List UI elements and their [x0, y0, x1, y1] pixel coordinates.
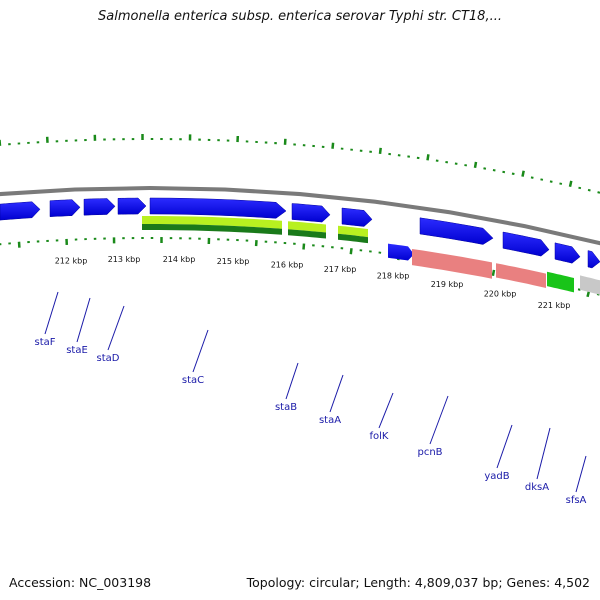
gene-label: staF: [34, 337, 55, 348]
gc-dark-band: [288, 229, 326, 239]
gc-tick: [597, 191, 600, 194]
gene-leader-line: [329, 374, 344, 413]
gene-leader-line: [285, 362, 299, 400]
scale-label: 212 kbp: [55, 257, 88, 266]
gene-leader-line: [107, 305, 125, 351]
green-feature: [547, 271, 574, 293]
gene-leader-line: [76, 297, 91, 343]
gc-tick: [378, 147, 382, 155]
scale-tick: [491, 269, 496, 277]
cds-arrow: [554, 242, 581, 264]
gene-leader-line: [575, 455, 587, 493]
cds-arrow: [149, 197, 287, 219]
scale-label: 216 kbp: [271, 260, 304, 269]
scale-tick: [586, 290, 591, 298]
scale-label: 215 kbp: [217, 257, 250, 266]
gene-leader-line: [44, 291, 59, 335]
gene-label: staC: [182, 375, 204, 386]
gene-leader-line: [536, 427, 551, 480]
cds-arrow: [341, 207, 373, 227]
accession-label: Accession: NC_003198: [9, 575, 152, 590]
gc-light-band: [142, 216, 282, 229]
genome-summary: Topology: circular; Length: 4,809,037 bp…: [246, 575, 590, 590]
gc-light-band: [338, 225, 368, 238]
cds-arrow: [388, 243, 414, 261]
cds-arrow: [502, 231, 550, 257]
gene-leader-line: [192, 329, 209, 373]
gene-leader-line: [429, 395, 449, 445]
gene-label: staA: [319, 415, 341, 426]
cds-arrow: [587, 250, 600, 269]
scale-label: 221 kbp: [538, 301, 571, 310]
scale-tick: [349, 248, 353, 255]
cds-arrow: [0, 201, 41, 221]
scale-tick: [577, 288, 581, 291]
scale-label: 219 kbp: [431, 280, 464, 289]
gene-label: staB: [275, 402, 297, 413]
scale-tick: [302, 243, 306, 250]
gc-tick: [521, 170, 525, 177]
gc-light-band: [288, 221, 326, 233]
gc-tick: [587, 188, 591, 192]
gc-dark-band: [142, 224, 282, 235]
gc-tick: [426, 154, 430, 161]
backbone-arc: [0, 186, 600, 246]
feature-track: [0, 197, 600, 295]
gc-tick: [568, 180, 573, 188]
gene-label: pcnB: [417, 447, 442, 458]
gene-label: staE: [66, 345, 88, 356]
gene-label: yadB: [484, 471, 509, 482]
cds-arrow: [83, 198, 116, 216]
cds-arrow: [49, 199, 81, 217]
gene-label: dksA: [525, 482, 549, 493]
cds-arrow: [419, 217, 494, 245]
gc-tick: [473, 161, 478, 169]
gc-dark-band: [338, 233, 368, 244]
scale-label: 214 kbp: [163, 255, 196, 264]
pink-feature: [412, 249, 492, 279]
gene-label: folK: [370, 431, 389, 442]
backbone-ring: [0, 186, 600, 246]
scale-label: 213 kbp: [108, 255, 141, 264]
outer-gc-ticks: [0, 134, 600, 194]
scale-label: 217 kbp: [324, 265, 357, 274]
map-title: Salmonella enterica subsp. enterica sero…: [98, 9, 502, 24]
pink-feature: [496, 263, 546, 288]
scale-labels: 212 kbp 213 kbp 214 kbp 215 kbp 216 kbp 217 k…: [55, 255, 571, 310]
gene-leader-line: [378, 392, 394, 429]
gene-label: staD: [97, 353, 120, 364]
scale-label: 218 kbp: [377, 272, 410, 281]
gene-labels: staF staE staD staC staB staA folK pcnB yadB dksA…: [34, 291, 587, 506]
gene-label: sfsA: [566, 495, 587, 506]
gray-feature: [580, 275, 600, 295]
gc-tick: [331, 142, 335, 149]
cds-arrow: [291, 203, 331, 223]
gene-leader-line: [496, 424, 513, 469]
scale-label: 220 kbp: [484, 290, 517, 299]
cds-arrow: [117, 197, 147, 215]
